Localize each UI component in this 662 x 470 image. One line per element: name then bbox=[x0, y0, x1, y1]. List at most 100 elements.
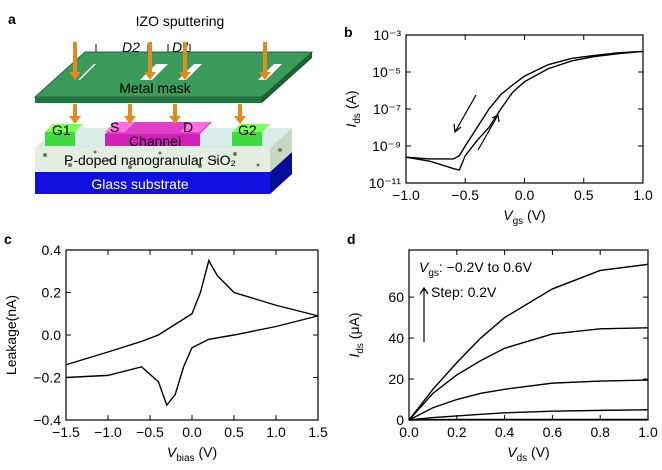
y-tick-label: −0.2 bbox=[33, 370, 61, 386]
x-axis-label-main: V bbox=[507, 444, 518, 460]
diagram-title: IZO sputtering bbox=[136, 13, 225, 29]
x-tick-label: 0.0 bbox=[515, 187, 535, 203]
metal-mask-edge bbox=[35, 97, 262, 103]
x-tick-label: 0.8 bbox=[590, 424, 610, 440]
electrode-label: D bbox=[183, 119, 193, 135]
data-line bbox=[65, 315, 319, 407]
source-electrode bbox=[105, 122, 135, 132]
annotation: Vgs: −0.2V to 0.6V bbox=[419, 259, 533, 279]
y-tick-label: 0.0 bbox=[42, 327, 62, 343]
x-axis-label-sub: ds bbox=[517, 453, 528, 464]
plot-frame bbox=[405, 34, 644, 184]
drain-electrode bbox=[180, 122, 210, 132]
data-line bbox=[408, 379, 649, 421]
panel-label: c bbox=[4, 231, 12, 247]
gate-electrode bbox=[232, 132, 262, 146]
x-tick-label: 0.2 bbox=[447, 424, 467, 440]
channel-label: Channel bbox=[129, 133, 181, 149]
x-tick-label: 0.5 bbox=[224, 424, 244, 440]
x-tick-label: −1.0 bbox=[94, 424, 122, 440]
y-tick-label: 20 bbox=[388, 371, 404, 387]
plot-frame bbox=[65, 249, 319, 421]
metal-mask-edge bbox=[262, 52, 312, 103]
panel-label: a bbox=[8, 11, 16, 27]
substrate-side bbox=[270, 152, 292, 194]
x-axis-label-main: V bbox=[503, 207, 514, 223]
sweep-arrows bbox=[453, 94, 500, 151]
y-axis-label-rest: (μA) bbox=[346, 312, 362, 343]
electrode-label: S bbox=[110, 119, 119, 135]
x-axis-label: Vds (V) bbox=[507, 444, 549, 464]
x-axis-label: Vgs (V) bbox=[503, 207, 545, 227]
annotation: Step: 0.2V bbox=[431, 284, 497, 300]
y-tick-label: 10⁻¹¹ bbox=[369, 175, 402, 191]
x-tick-label: 0.4 bbox=[495, 424, 515, 440]
y-axis-label-rest: (A) bbox=[343, 90, 359, 113]
step-arrow bbox=[419, 286, 429, 342]
substrate bbox=[35, 172, 270, 194]
y-tick-label: 0.2 bbox=[42, 285, 62, 301]
x-tick-label: 1.0 bbox=[633, 187, 653, 203]
y-axis-label-main: I bbox=[343, 124, 359, 128]
channel bbox=[105, 134, 200, 146]
x-axis-label-rest: (V) bbox=[523, 207, 546, 223]
x-axis-label-rest: (V) bbox=[527, 444, 550, 460]
electrode-label: G2 bbox=[238, 122, 257, 138]
data-line bbox=[65, 258, 319, 366]
x-axis-label: Vbias (V) bbox=[167, 444, 217, 464]
y-tick-label: 10⁻⁷ bbox=[373, 101, 401, 117]
data-line bbox=[408, 409, 649, 421]
y-axis-label: Ids (μA) bbox=[346, 312, 366, 357]
data-line bbox=[405, 50, 644, 160]
substrate-label: Glass substrate bbox=[91, 176, 188, 192]
y-tick-label: 40 bbox=[388, 330, 404, 346]
y-tick-label: 0.4 bbox=[42, 242, 62, 258]
x-tick-label: −1.0 bbox=[392, 187, 420, 203]
gate-electrode bbox=[45, 132, 75, 146]
dielectric bbox=[35, 148, 270, 172]
x-tick-label: −0.5 bbox=[451, 187, 479, 203]
y-tick-label: 0 bbox=[396, 412, 404, 428]
data-line bbox=[405, 50, 644, 171]
y-tick-label: 10⁻⁵ bbox=[372, 64, 401, 80]
x-tick-label: 1.5 bbox=[308, 424, 328, 440]
y-axis-label-sub: ds bbox=[355, 343, 366, 354]
x-axis-label-sub: bias bbox=[176, 453, 194, 464]
dim-label: D1 bbox=[172, 39, 190, 55]
y-tick-label: −0.4 bbox=[33, 412, 61, 428]
x-tick-label: 0.5 bbox=[574, 187, 594, 203]
plot-frame bbox=[408, 249, 649, 421]
x-tick-label: 1.0 bbox=[638, 424, 658, 440]
mask-label: Metal mask bbox=[119, 80, 192, 96]
panel-label: b bbox=[344, 24, 353, 40]
x-tick-label: 0.6 bbox=[543, 424, 563, 440]
y-tick-label: 10⁻⁹ bbox=[372, 138, 401, 154]
x-tick-label: 1.0 bbox=[266, 424, 286, 440]
x-axis-label-rest: (V) bbox=[195, 444, 218, 460]
y-axis-label: Leakage(nA) bbox=[3, 295, 19, 375]
x-axis-label-sub: gs bbox=[513, 216, 524, 227]
sputter-arrowheads bbox=[69, 72, 271, 124]
y-tick-label: 10⁻³ bbox=[373, 27, 401, 43]
annotation-sub: gs bbox=[428, 268, 439, 279]
data-line bbox=[408, 263, 649, 421]
electrode-label: G1 bbox=[52, 122, 71, 138]
diagram-panel: a IZO sputtering Metal mask D2 D1 bbox=[8, 11, 314, 194]
y-axis-label: Ids (A) bbox=[343, 90, 363, 127]
x-tick-label: 0.0 bbox=[182, 424, 202, 440]
gate-electrode bbox=[232, 124, 270, 132]
dim-label: D2 bbox=[122, 39, 140, 55]
sputter-arrows bbox=[73, 42, 267, 116]
y-tick-label: 60 bbox=[388, 289, 404, 305]
data-line bbox=[408, 327, 649, 421]
x-tick-label: −0.5 bbox=[136, 424, 164, 440]
mask-hole bbox=[78, 64, 96, 80]
annotation-rest: : −0.2V to 0.6V bbox=[439, 259, 533, 275]
y-axis-label-main: I bbox=[346, 354, 362, 358]
x-axis-label-main: V bbox=[167, 444, 178, 460]
dielectric-label: P-doped nanogranular SiO₂ bbox=[64, 152, 236, 168]
gate-electrode bbox=[45, 124, 83, 132]
x-tick-label: −1.5 bbox=[52, 424, 80, 440]
y-axis-label-sub: ds bbox=[352, 113, 363, 124]
